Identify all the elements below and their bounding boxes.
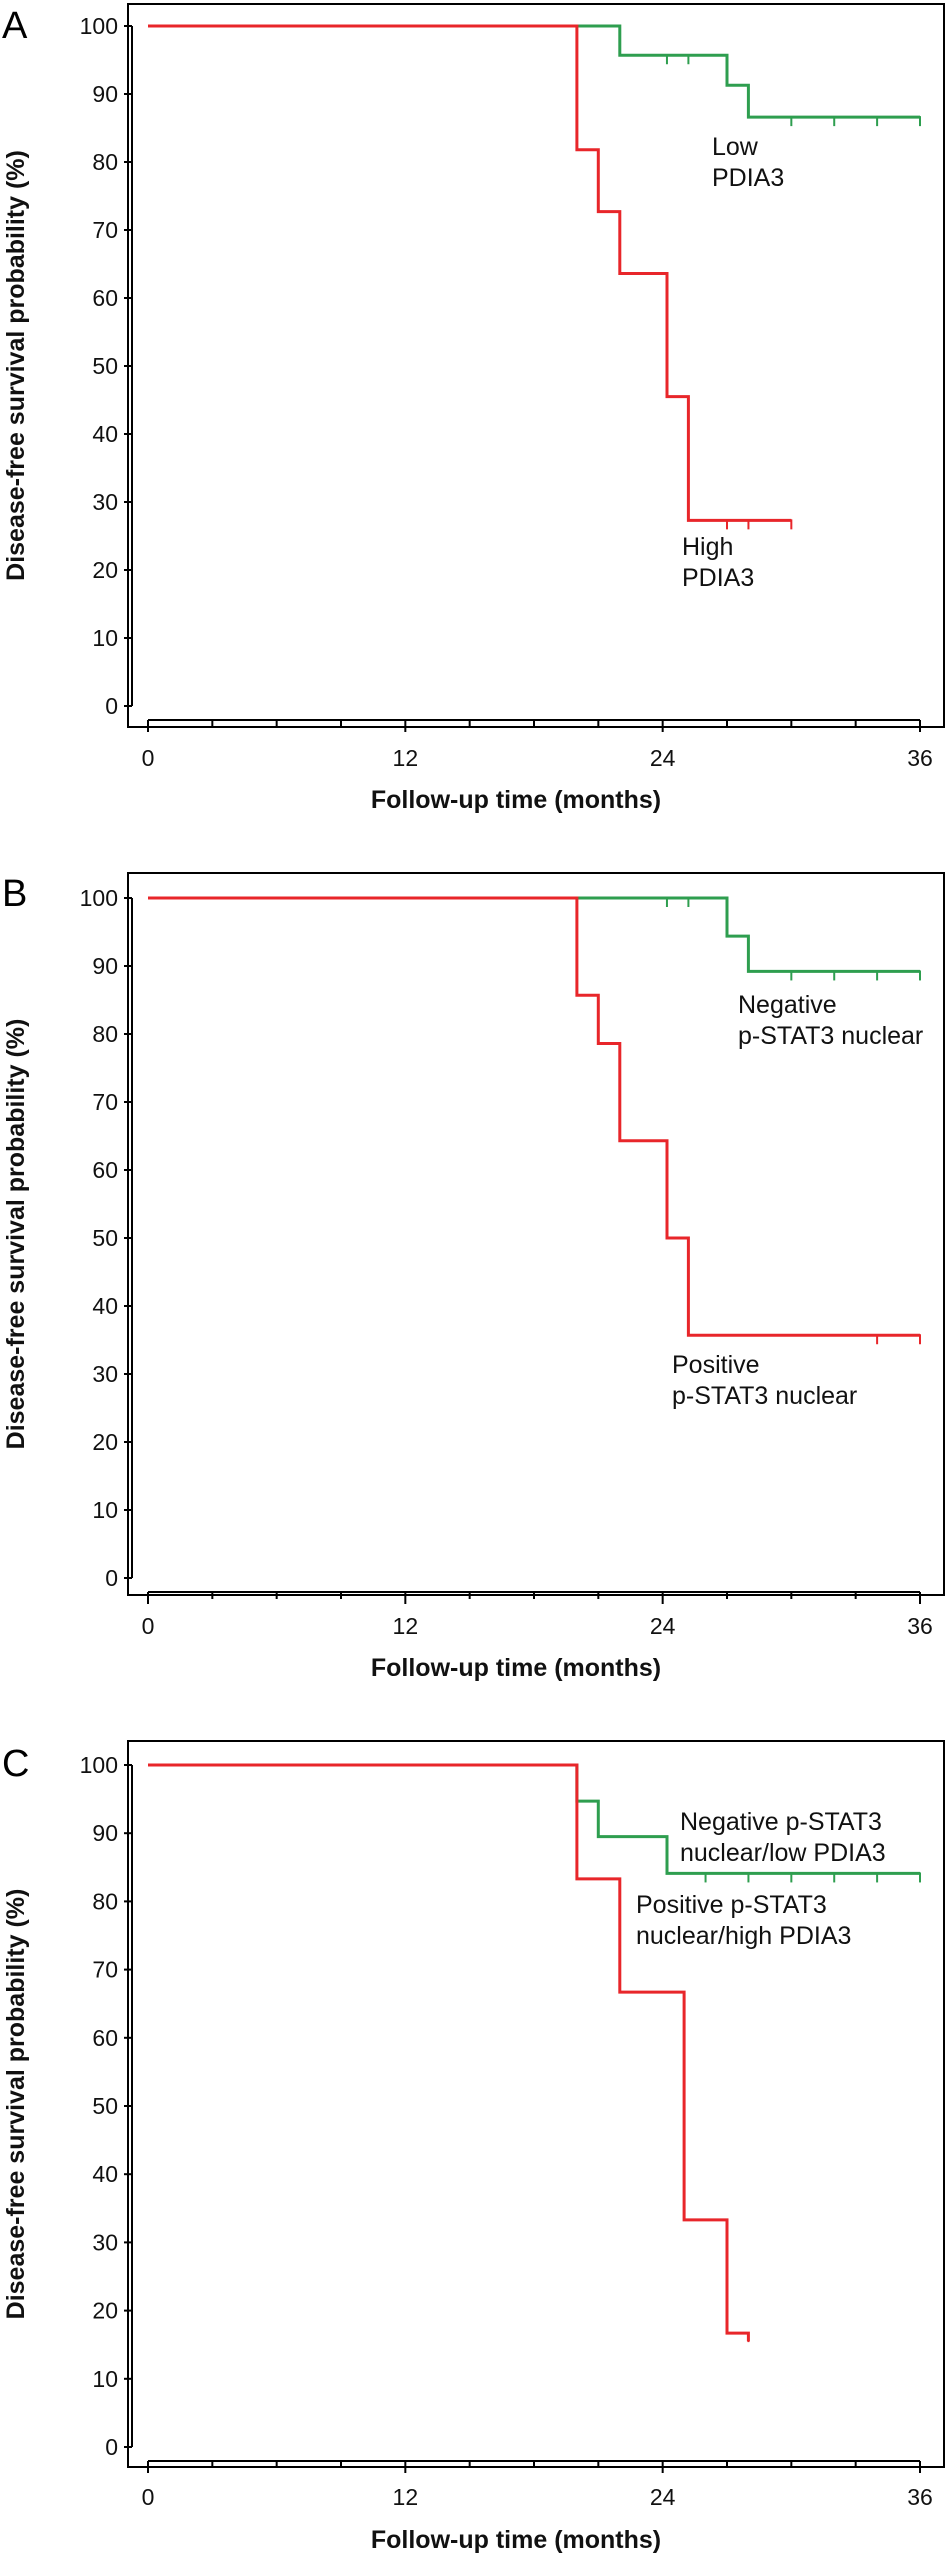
panel-letter: A [2,5,28,47]
y-tick-label: 70 [92,217,118,243]
series-label-line: p-STAT3 nuclear [738,1022,923,1050]
plot-frame [127,1740,945,2468]
series-label: Positive p-STAT3 nuclear [672,1351,857,1410]
x-tick-label: 12 [393,745,419,771]
series-label-line: nuclear/high PDIA3 [636,1922,851,1950]
series-label-line: Positive p-STAT3 [636,1891,827,1919]
x-tick-label: 12 [393,1613,419,1639]
series-low-risk: Negative p-STAT3 nuclear [148,896,923,1050]
x-tick-label: 24 [650,1613,676,1639]
y-tick-label: 20 [92,557,118,583]
panel-b: B 0 10 20 30 40 50 60 70 80 90 100 0 12 24 36 Follow-up … [2,872,945,1682]
y-tick-label: 80 [92,149,118,175]
panel-letter: B [2,873,27,915]
panel-letter: C [2,1743,29,1785]
y-tick-label: 50 [92,353,118,379]
y-tick-label: 0 [105,1565,118,1591]
series-label-line: PDIA3 [712,164,784,192]
x-tick-label: 0 [142,1613,155,1639]
y-tick-label: 0 [105,693,118,719]
series-label-line: Positive [672,1351,760,1379]
panel-c: C 0 10 20 30 40 50 60 70 80 90 100 0 12 24 36 Follow-up … [2,1740,945,2554]
y-tick-label: 90 [92,1820,118,1846]
series-label-line: Negative p-STAT3 [680,1808,882,1836]
plot-frame [127,3,945,728]
y-tick-label: 100 [80,13,118,39]
series-low-risk: Negative p-STAT3 nuclear/low PDIA3 [148,1763,921,1883]
y-tick-label: 70 [92,1089,118,1115]
series-label: Positive p-STAT3 nuclear/high PDIA3 [636,1891,851,1950]
series-high-risk: Positive p-STAT3 nuclear [148,896,921,1410]
y-tick-label: 90 [92,81,118,107]
series-low-risk: Low PDIA3 [148,24,921,192]
y-tick-label: 40 [92,421,118,447]
x-tick-label: 12 [393,2484,419,2510]
y-tick-label: 100 [80,885,118,911]
series-label: High PDIA3 [682,533,754,592]
y-tick-label: 60 [92,285,118,311]
y-tick-label: 0 [105,2434,118,2460]
y-tick-label: 10 [92,1497,118,1523]
x-tick-label: 36 [907,1613,933,1639]
panel-a: A 0 10 20 30 40 50 60 70 80 90 100 0 12 24 36 Follow-up … [2,3,945,814]
y-tick-label: 60 [92,2025,118,2051]
series-label-line: p-STAT3 nuclear [672,1382,857,1410]
x-axis-title: Follow-up time (months) [371,1654,661,1682]
y-tick-label: 100 [80,1752,118,1778]
series-label-line: Negative [738,991,837,1019]
y-tick-label: 10 [92,625,118,651]
y-tick-label: 20 [92,1429,118,1455]
series-label-line: nuclear/low PDIA3 [680,1839,886,1867]
y-tick-label: 40 [92,1293,118,1319]
x-axis-title: Follow-up time (months) [371,786,661,814]
x-tick-label: 0 [142,2484,155,2510]
y-tick-label: 20 [92,2298,118,2324]
y-axis-title: Disease-free survival probability (%) [2,150,30,581]
survival-curve [148,896,920,973]
y-axis-title: Disease-free survival probability (%) [2,1889,30,2320]
y-tick-label: 40 [92,2161,118,2187]
series-label-line: PDIA3 [682,564,754,592]
x-tick-label: 36 [907,745,933,771]
x-tick-label: 24 [650,2484,676,2510]
survival-curve [148,24,792,522]
y-tick-label: 80 [92,1888,118,1914]
survival-curve [148,896,920,1337]
y-tick-label: 50 [92,1225,118,1251]
y-axis-title: Disease-free survival probability (%) [2,1019,30,1450]
y-tick-label: 90 [92,953,118,979]
series-label: Negative p-STAT3 nuclear/low PDIA3 [680,1808,886,1867]
survival-curve [148,24,920,119]
y-tick-label: 50 [92,2093,118,2119]
y-tick-label: 70 [92,1957,118,1983]
y-tick-label: 60 [92,1157,118,1183]
x-tick-label: 24 [650,745,676,771]
y-tick-label: 30 [92,2229,118,2255]
y-tick-label: 80 [92,1021,118,1047]
series-high-risk: Positive p-STAT3 nuclear/high PDIA3 [148,1763,851,2343]
series-label-line: Low [712,133,759,161]
y-tick-label: 30 [92,489,118,515]
y-tick-label: 30 [92,1361,118,1387]
x-axis-title: Follow-up time (months) [371,2526,661,2554]
series-label: Low PDIA3 [712,133,784,192]
series-label-line: High [682,533,733,561]
plot-frame [127,872,945,1596]
y-tick-label: 10 [92,2366,118,2392]
series-label: Negative p-STAT3 nuclear [738,991,923,1050]
survival-curve [148,1763,750,2342]
series-high-risk: High PDIA3 [148,24,793,592]
x-tick-label: 36 [907,2484,933,2510]
x-tick-label: 0 [142,745,155,771]
